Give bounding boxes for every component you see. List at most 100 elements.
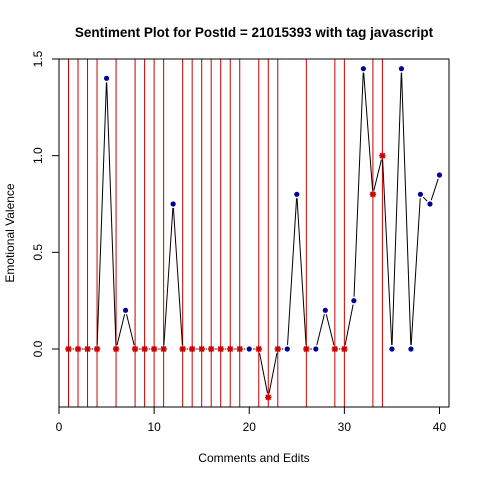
edit-point bbox=[65, 345, 72, 353]
comment-point bbox=[351, 298, 357, 304]
edit-point-stroke bbox=[179, 346, 186, 352]
edit-point-stroke bbox=[331, 346, 338, 352]
series-segment bbox=[363, 72, 374, 191]
series-segment bbox=[430, 178, 439, 201]
series-segment bbox=[163, 207, 174, 346]
edit-point bbox=[255, 345, 262, 353]
edit-point-stroke bbox=[141, 346, 148, 352]
series-segment bbox=[401, 72, 412, 346]
edit-point-stroke bbox=[113, 346, 120, 352]
edit-point-stroke bbox=[189, 346, 196, 352]
edit-point bbox=[198, 345, 205, 353]
series-segment bbox=[344, 304, 354, 346]
edit-point-stroke bbox=[132, 346, 139, 352]
y-tick-label: 0.0 bbox=[31, 340, 45, 357]
edit-point bbox=[93, 345, 101, 353]
edit-point bbox=[217, 345, 224, 353]
series-segment bbox=[268, 352, 278, 394]
edit-point-stroke bbox=[151, 346, 158, 352]
x-tick-label: 40 bbox=[433, 420, 447, 434]
comment-point bbox=[427, 201, 433, 207]
y-axis: 0.0 0.5 1.0 1.5 bbox=[31, 50, 60, 357]
edit-point bbox=[369, 191, 377, 198]
comment-point bbox=[103, 75, 110, 81]
edit-point bbox=[74, 345, 82, 353]
series-segment bbox=[391, 72, 402, 346]
edit-point-stroke bbox=[303, 346, 310, 352]
series-segment bbox=[382, 159, 393, 346]
edit-point bbox=[160, 345, 167, 353]
edit-point bbox=[341, 345, 348, 353]
edit-point bbox=[331, 345, 339, 353]
edit-point-stroke bbox=[208, 346, 215, 352]
series-segment bbox=[172, 207, 183, 346]
edit-point bbox=[141, 345, 148, 353]
comment-point bbox=[284, 346, 290, 352]
edit-point bbox=[303, 345, 310, 353]
comment-point bbox=[389, 346, 395, 352]
y-tick-label: 0.5 bbox=[31, 244, 45, 261]
edit-point-stroke bbox=[75, 346, 81, 352]
edit-point-stroke bbox=[94, 346, 101, 352]
edit-point bbox=[131, 345, 139, 353]
series-segment bbox=[353, 72, 364, 297]
edit-point bbox=[265, 394, 272, 401]
edit-point bbox=[274, 345, 281, 353]
edit-point-stroke bbox=[379, 152, 386, 159]
series-segment bbox=[126, 314, 135, 346]
series-segment bbox=[325, 314, 335, 346]
edit-point bbox=[227, 345, 234, 353]
edit-point bbox=[236, 345, 243, 353]
y-tick-label: 1.5 bbox=[31, 50, 45, 67]
series-segment bbox=[373, 159, 382, 191]
edit-point bbox=[179, 345, 186, 353]
series-segment bbox=[296, 198, 307, 346]
edit-point-stroke bbox=[160, 346, 167, 352]
x-tick-label: 30 bbox=[338, 420, 352, 434]
series-segment bbox=[259, 352, 268, 394]
edit-point-stroke bbox=[265, 394, 272, 401]
data-points bbox=[65, 66, 443, 401]
edit-point-stroke bbox=[84, 346, 91, 352]
edit-point-stroke bbox=[341, 346, 348, 352]
comment-point bbox=[360, 66, 366, 72]
edit-point-stroke bbox=[227, 346, 234, 352]
series-segment bbox=[96, 82, 107, 346]
edit-point-stroke bbox=[65, 346, 72, 352]
comment-point bbox=[322, 307, 328, 313]
comment-point bbox=[398, 66, 405, 72]
edit-point bbox=[150, 345, 158, 353]
edit-point bbox=[188, 345, 196, 353]
y-tick-label: 1.0 bbox=[31, 147, 45, 164]
y-axis-label: Emotional Valence bbox=[3, 183, 17, 282]
x-tick-label: 0 bbox=[56, 420, 63, 434]
edit-point-stroke bbox=[255, 346, 262, 352]
series-segment bbox=[410, 198, 421, 346]
edit-point-stroke bbox=[274, 346, 281, 352]
chart-title: Sentiment Plot for PostId = 21015393 wit… bbox=[75, 25, 434, 40]
edit-point-stroke bbox=[236, 346, 243, 352]
series-segment bbox=[316, 314, 325, 346]
edit-point-stroke bbox=[369, 191, 376, 198]
x-axis: 0 10 20 30 40 bbox=[56, 406, 447, 434]
edit-point-stroke bbox=[198, 346, 205, 352]
x-axis-label: Comments and Edits bbox=[198, 451, 309, 465]
comment-point bbox=[246, 346, 252, 352]
series-segment bbox=[116, 314, 126, 346]
plot-frame bbox=[58, 58, 450, 408]
edit-point bbox=[207, 345, 215, 353]
comment-point bbox=[294, 191, 300, 197]
comment-point bbox=[408, 346, 414, 352]
comment-point bbox=[313, 346, 319, 352]
edit-point bbox=[84, 345, 91, 353]
comment-point bbox=[122, 307, 129, 313]
series-segment bbox=[287, 198, 298, 346]
x-tick-label: 20 bbox=[243, 420, 257, 434]
series-segment bbox=[106, 82, 117, 346]
comment-point bbox=[436, 172, 443, 178]
edit-point bbox=[379, 152, 386, 159]
vertical-lines bbox=[68, 59, 383, 407]
series-line bbox=[72, 72, 439, 394]
series-segment bbox=[422, 196, 428, 202]
